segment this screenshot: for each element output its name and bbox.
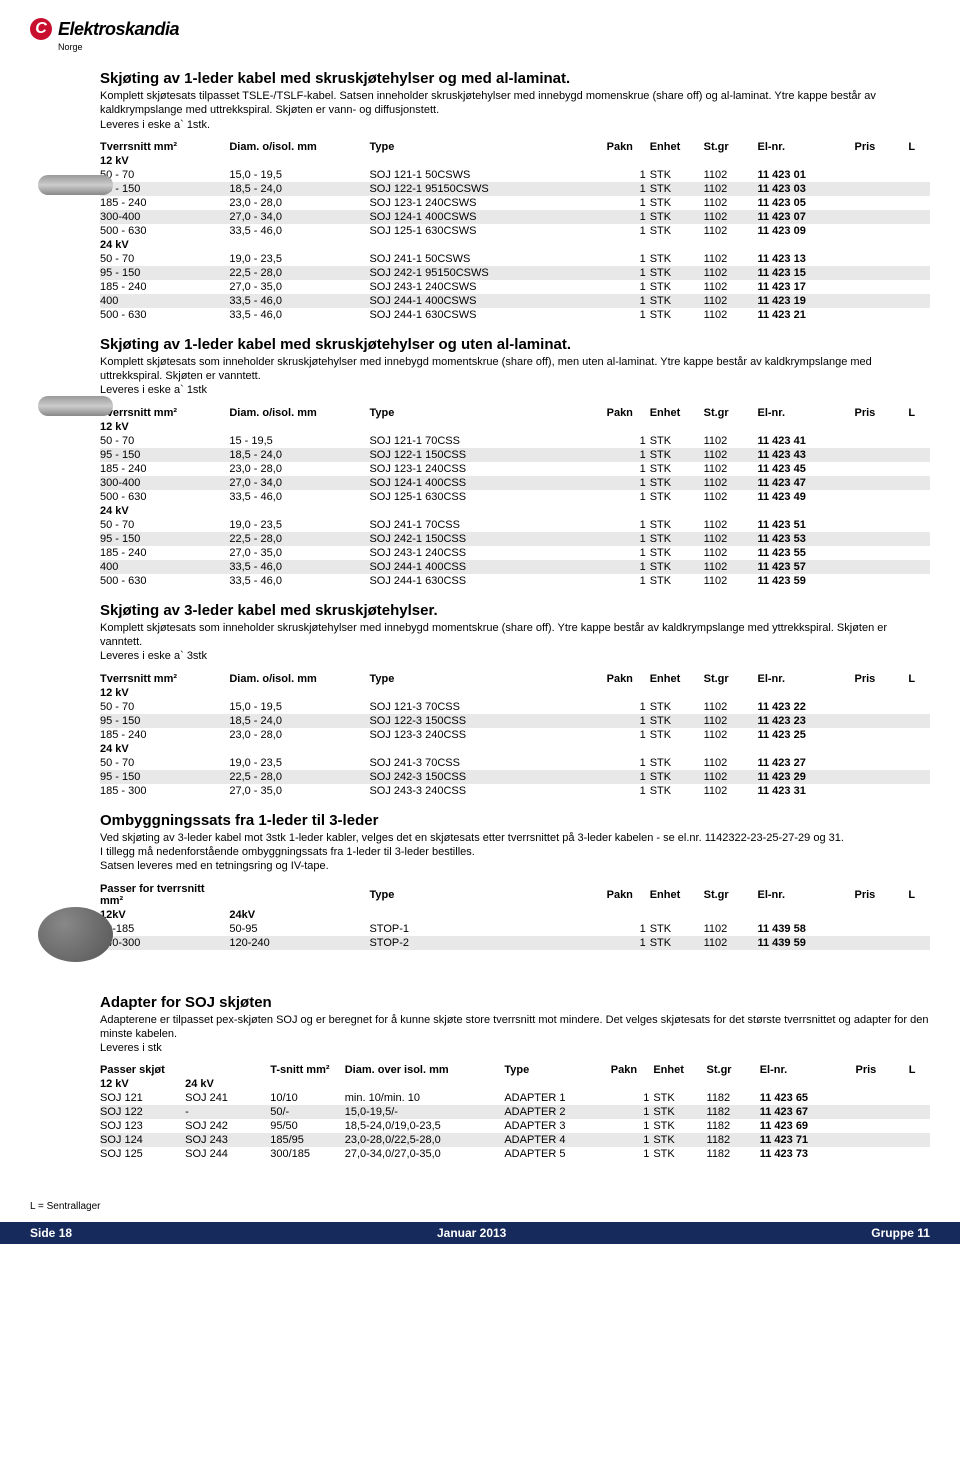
footnote: L = Sentrallager [30,1201,930,1212]
section-desc: Komplett skjøtesats tilpasset TSLE-/TSLF… [100,89,930,132]
table-row: 40033,5 - 46,0SOJ 244-1 400CSWS 1STK1102… [100,294,930,308]
table-row: 185 - 24023,0 - 28,0SOJ 123-1 240CSWS 1S… [100,196,930,210]
brand-name: Elektroskandia [58,19,179,40]
section-title: Ombyggningssats fra 1-leder til 3-leder [100,812,930,829]
group-header: 12 kV [100,420,930,434]
group-header: 24 kV [100,742,930,756]
table-row: 50 - 7015,0 - 19,5SOJ 121-1 50CSWS 1STK1… [100,168,930,182]
product-table: Passer for tverrsnitt mm²Type PaknEnhetS… [100,882,930,950]
table-row: 50 - 7015,0 - 19,5SOJ 121-3 70CSS 1STK11… [100,700,930,714]
section-desc: Komplett skjøtesats som inneholder skrus… [100,621,930,664]
table-row: 95 - 15018,5 - 24,0SOJ 122-3 150CSS 1STK… [100,714,930,728]
footer-page-num: 18 [59,1226,72,1240]
product-table: Passer skjøt T-snitt mm²Diam. over isol.… [100,1063,930,1161]
section-desc: Ved skjøting av 3-leder kabel mot 3stk 1… [100,831,930,874]
footer-right-label: Gruppe [871,1226,914,1240]
product-table: Tverrsnitt mm²Diam. o/isol. mmType PaknE… [100,140,930,322]
table-row: 95 - 15018,5 - 24,0SOJ 122-1 150CSS 1STK… [100,448,930,462]
table-row: 185 - 24027,0 - 35,0SOJ 243-1 240CSS 1ST… [100,546,930,560]
section-desc: Adapterene er tilpasset pex-skjøten SOJ … [100,1013,930,1056]
table-row: 95 - 15022,5 - 28,0SOJ 242-1 95150CSWS 1… [100,266,930,280]
table-row: SOJ 124SOJ 243185/9523,0-28,0/22,5-28,0A… [100,1133,930,1147]
logo-glyph: C [30,18,52,40]
table-row: 185 - 24023,0 - 28,0SOJ 123-3 240CSS 1ST… [100,728,930,742]
product-image [38,175,113,195]
table-row: 40033,5 - 46,0SOJ 244-1 400CSS 1STK1102 … [100,560,930,574]
table-row: 185 - 24027,0 - 35,0SOJ 243-1 240CSWS 1S… [100,280,930,294]
table-row: 50 - 7019,0 - 23,5SOJ 241-3 70CSS 1STK11… [100,756,930,770]
table-row: 185 - 24023,0 - 28,0SOJ 123-1 240CSS 1ST… [100,462,930,476]
table-row: 300-40027,0 - 34,0SOJ 124-1 400CSS 1STK1… [100,476,930,490]
section-title: Adapter for SOJ skjøten [100,994,930,1011]
brand-logo: C Elektroskandia [30,18,930,40]
group-header: 12 kV [100,154,930,168]
table-row: 500 - 63033,5 - 46,0SOJ 125-1 630CSWS 1S… [100,224,930,238]
group-header: 24 kV [100,504,930,518]
footer-date: Januar 2013 [437,1226,506,1240]
section-desc: Komplett skjøtesats som inneholder skrus… [100,355,930,398]
product-image [38,907,113,962]
product-image [38,396,113,416]
table-row: SOJ 123SOJ 24295/5018,5-24,0/19,0-23,5AD… [100,1119,930,1133]
table-row: 50 - 7015 - 19,5SOJ 121-1 70CSS 1STK1102… [100,434,930,448]
table-row: 95 - 15018,5 - 24,0SOJ 122-1 95150CSWS 1… [100,182,930,196]
table-row: SOJ 122-50/-15,0-19,5/-ADAPTER 2 1STK118… [100,1105,930,1119]
footer-group-num: 11 [917,1226,930,1240]
section-title: Skjøting av 1-leder kabel med skruskjøte… [100,336,930,353]
table-row: 95 - 15022,5 - 28,0SOJ 242-3 150CSS 1STK… [100,770,930,784]
table-row: 50-18550-95STOP-1 1STK1102 11 439 58 [100,922,930,936]
table-row: 300-40027,0 - 34,0SOJ 124-1 400CSWS 1STK… [100,210,930,224]
table-row: 95 - 15022,5 - 28,0SOJ 242-1 150CSS 1STK… [100,532,930,546]
table-row: SOJ 125SOJ 244300/18527,0-34,0/27,0-35,0… [100,1147,930,1161]
group-header: 12 kV [100,686,930,700]
table-row: 500 - 63033,5 - 46,0SOJ 244-1 630CSS 1ST… [100,574,930,588]
table-row: 500 - 63033,5 - 46,0SOJ 125-1 630CSS 1ST… [100,490,930,504]
product-table: Tverrsnitt mm²Diam. o/isol. mmType PaknE… [100,672,930,798]
table-row: 185 - 30027,0 - 35,0SOJ 243-3 240CSS 1ST… [100,784,930,798]
table-row: SOJ 121SOJ 24110/10min. 10/min. 10ADAPTE… [100,1091,930,1105]
section-title: Skjøting av 1-leder kabel med skruskjøte… [100,70,930,87]
group-header: 24 kV [100,238,930,252]
page-footer: Side 18 Januar 2013 Gruppe 11 [0,1222,960,1244]
section-title: Skjøting av 3-leder kabel med skruskjøte… [100,602,930,619]
brand-sub: Norge [58,42,930,52]
footer-left-label: Side [30,1226,55,1240]
table-row: 50 - 7019,0 - 23,5SOJ 241-1 50CSWS 1STK1… [100,252,930,266]
product-table: Tverrsnitt mm²Diam. o/isol. mmType PaknE… [100,406,930,588]
table-row: 500 - 63033,5 - 46,0SOJ 244-1 630CSWS 1S… [100,308,930,322]
table-row: 240-300120-240STOP-2 1STK1102 11 439 59 [100,936,930,950]
table-row: 50 - 7019,0 - 23,5SOJ 241-1 70CSS 1STK11… [100,518,930,532]
